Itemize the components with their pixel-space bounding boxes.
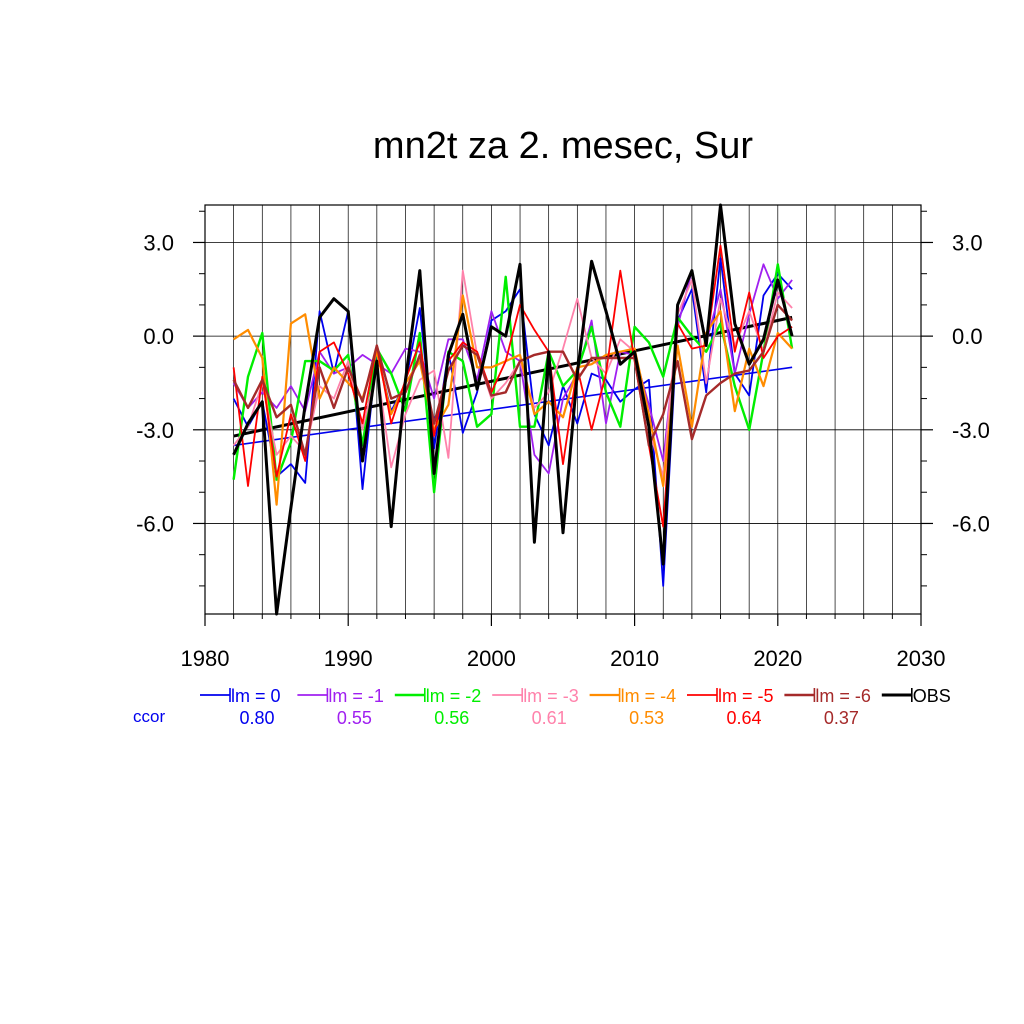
y-tick-label-left: 0.0 xyxy=(143,324,174,349)
legend-entry: lm = -5 xyxy=(718,686,774,706)
ccor-label: ccor xyxy=(133,707,165,726)
series-line xyxy=(232,263,794,494)
x-tick-label: 2030 xyxy=(897,646,946,671)
ccor-value: 0.61 xyxy=(532,708,567,728)
series-line xyxy=(232,269,793,478)
axes: 1980 1990 2000 2010 2020 2030 3.0 3.0 0.0 0.0 -3.0… xyxy=(136,210,990,671)
legend-entry: lm = -2 xyxy=(426,686,482,706)
y-tick-label-left: 3.0 xyxy=(143,230,174,255)
legend-entry: lm = -1 xyxy=(328,686,384,706)
x-tick-label: 2010 xyxy=(610,646,659,671)
ccor-value: 0.64 xyxy=(726,708,761,728)
chart-title: mn2t za 2. mesec, Sur xyxy=(373,125,753,167)
plot-frame xyxy=(204,204,922,615)
legend-entry: lm = -3 xyxy=(523,686,579,706)
y-tick-label-left: -6.0 xyxy=(136,511,174,536)
x-tick-label: 1980 xyxy=(181,646,230,671)
y-tick-label-right: 0.0 xyxy=(952,324,983,349)
x-tick-label: 2020 xyxy=(753,646,802,671)
y-tick-label-right: -6.0 xyxy=(952,511,990,536)
y-tick-label-right: 3.0 xyxy=(952,230,983,255)
ccor-value: 0.80 xyxy=(239,708,274,728)
legend-entry: lm = 0 xyxy=(231,686,281,706)
series-line xyxy=(232,303,793,456)
y-tick-label-left: -3.0 xyxy=(136,418,174,443)
legend-entry: OBS xyxy=(913,686,951,706)
x-tick-label: 1990 xyxy=(324,646,373,671)
legend-entry: lm = -6 xyxy=(815,686,871,706)
series-line xyxy=(232,294,793,506)
legend: ccor lm = 00.80 lm = -10.55 lm = -20.56 lm =… xyxy=(133,686,951,728)
ccor-value: 0.56 xyxy=(434,708,469,728)
series-line xyxy=(232,203,794,616)
legend-entry: lm = -4 xyxy=(621,686,677,706)
ccor-value: 0.53 xyxy=(629,708,664,728)
x-tick-label: 2000 xyxy=(467,646,516,671)
ccor-value: 0.55 xyxy=(337,708,372,728)
series-line xyxy=(232,244,793,528)
series-lines xyxy=(232,203,794,616)
ccor-value: 0.37 xyxy=(824,708,859,728)
y-tick-label-right: -3.0 xyxy=(952,418,990,443)
